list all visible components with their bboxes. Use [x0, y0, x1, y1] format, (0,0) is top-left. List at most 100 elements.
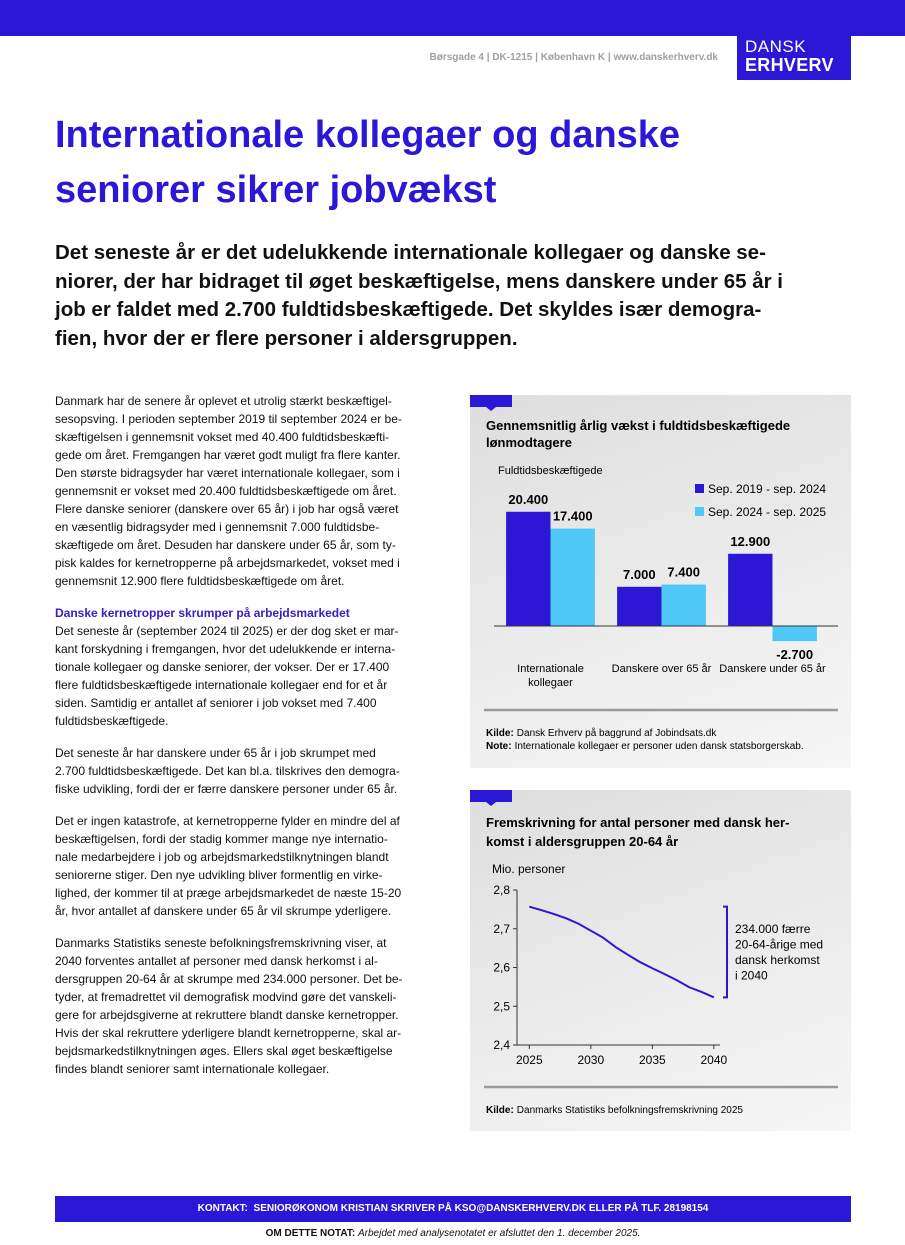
bracket: [723, 905, 728, 999]
annotation: i 2040: [735, 968, 768, 982]
source-text: Internationale kollegaer er personer ude…: [515, 741, 804, 752]
text-line: gede om året. Fremgangen har været godt …: [55, 448, 401, 462]
category-label: Internationale kollegaer: [517, 663, 584, 689]
line-series: [529, 905, 715, 999]
text-line: fuldtidsbeskæftigede.: [55, 714, 169, 728]
x-tick-label: 2035: [639, 1053, 666, 1067]
chart-panel: Fremskrivning for antal personer med dan…: [470, 790, 851, 1131]
source-note: Kilde: Dansk Erhverv på baggrund af Jobin…: [486, 727, 717, 739]
chart-title: komst i aldersgruppen 20-64 år: [486, 834, 678, 849]
text-line: Den største bidragsyder har været intern…: [55, 466, 400, 480]
text-line: tyder, at fremadrettet vil demografisk m…: [55, 990, 397, 1004]
bar: [772, 626, 817, 642]
category-label: Danskere over 65 år: [612, 663, 712, 675]
contact-bar: KONTAKT: SENIORØKONOM KRISTIAN SKRIVER P…: [55, 1196, 851, 1222]
value-label: 12.900: [730, 534, 770, 549]
text-line: seniorerne stiger. Den nye udvikling bli…: [55, 868, 383, 882]
chart: Gennemsnitlig årlig vækst i fuldtidsbesk…: [484, 418, 838, 752]
text-line: 2040 forventes antallet af personer med …: [55, 954, 378, 968]
x-tick-label: 2040: [700, 1053, 727, 1067]
text-line: kant forskydning i fremgangen, hvor det …: [55, 642, 396, 656]
text-line: sesopsving. I perioden september 2019 ti…: [55, 412, 402, 426]
logo: DANSK ERHVERV: [737, 36, 851, 80]
bar: [506, 511, 551, 626]
text-line: findes blandt seniorer samt internationa…: [55, 1062, 330, 1076]
logo-text: ERHVERV: [745, 55, 834, 75]
x-tick-label: 2030: [577, 1053, 604, 1067]
legend-swatch: [695, 484, 704, 493]
text-line: Danmarks Statistiks seneste befolkningsf…: [55, 936, 387, 950]
bar: [661, 584, 706, 626]
text-line: flere fuldtidsbeskæftigede international…: [55, 678, 388, 692]
chart-title: Gennemsnitlig årlig vækst i fuldtidsbesk…: [486, 418, 790, 433]
text-line: gennemsnit 12.900 flere fuldtidsbeskæfti…: [55, 574, 345, 588]
value-label: -2.700: [776, 647, 813, 662]
paragraph: Det seneste år har danskere under 65 år …: [55, 744, 465, 798]
text-line: bejdsmarkedstilknytningen øges. Ellers s…: [55, 1044, 393, 1058]
text-line: fiske udvikling, fordi der er færre dans…: [55, 782, 398, 796]
paragraph: Det er ingen katastrofe, at kernetropper…: [55, 812, 465, 920]
chart: Fremskrivning for antal personer med dan…: [484, 815, 838, 1116]
chart-title: Fremskrivning for antal personer med dan…: [486, 815, 789, 830]
x-tick-label: 2025: [516, 1053, 543, 1067]
text-line: gennemsnit er vokset med 20.400 fuldtids…: [55, 484, 397, 498]
bar: [550, 528, 595, 626]
top-bar: [0, 0, 905, 36]
paragraph: Danske kernetropper skrumper på arbejdsm…: [55, 604, 465, 730]
lead-line: niorer, der har bidraget til øget beskæf…: [55, 269, 783, 293]
lead-line: job er faldet med 2.700 fuldtidsbeskæfti…: [55, 298, 762, 321]
value-label: 7.400: [667, 565, 700, 580]
annotation: 20-64-årige med: [735, 937, 823, 951]
address: Børsgade 4 | DK-1215 | København K | www…: [429, 52, 718, 63]
source-label: Kilde:: [486, 1105, 514, 1116]
title: Internationale kollegaer og danske senior…: [55, 108, 680, 218]
text-line: Det seneste år (september 2024 til 2025)…: [55, 624, 399, 638]
text-line: dersgruppen 20-64 år at skrumpe med 234.…: [55, 972, 403, 986]
about-label: OM DETTE NOTAT:: [265, 1228, 356, 1239]
text-line: pisk kaldes for kernetropperne på arbejd…: [55, 556, 400, 570]
lead: Det seneste år er det udelukkende intern…: [55, 239, 783, 353]
y-tick-label: 2,8: [493, 883, 510, 897]
text-line: 2.700 fuldtidsbeskæftigede. Det kan bl.a…: [55, 764, 400, 778]
chart-title: lønmodtagere: [486, 435, 572, 450]
about-text: Arbejdet med analysenotatet er afsluttet…: [358, 1228, 641, 1239]
annotation: 234.000 færre: [735, 922, 811, 936]
text-line: år, hvor antallet af danskere under 65 å…: [55, 904, 392, 918]
text-line: Det seneste år har danskere under 65 år …: [55, 746, 376, 760]
text-line: skæftigede om året. Desuden har danskere…: [55, 538, 396, 552]
text-line: Danmark har de senere år oplevet et utro…: [55, 394, 392, 408]
bar: [728, 553, 773, 626]
source-text: Dansk Erhverv på baggrund af Jobindsats.…: [517, 727, 718, 739]
lead-line: fien, hvor der er flere personer i alder…: [55, 326, 518, 350]
y-axis-label: Mio. personer: [492, 862, 565, 876]
panel-tab: [470, 395, 512, 411]
source-label: Note:: [486, 741, 512, 752]
title-line: Internationale kollegaer og danske: [55, 114, 681, 156]
panel-tab: [470, 790, 512, 806]
lead-line: Det seneste år er det udelukkende intern…: [55, 241, 766, 264]
value-label: 20.400: [508, 492, 548, 507]
paragraph: Danmark har de senere år oplevet et utro…: [55, 392, 465, 590]
subheading: Danske kernetropper skrumper på arbejdsm…: [55, 606, 350, 620]
paragraph: Danmarks Statistiks seneste befolkningsf…: [55, 934, 465, 1078]
text-line: en væsentlig bidragsyder med i gennemsni…: [55, 520, 380, 534]
y-tick-label: 2,6: [493, 961, 510, 975]
text-line: Flere danske seniorer (danskere over 65 …: [55, 502, 399, 516]
legend-label: Sep. 2024 - sep. 2025: [708, 505, 826, 519]
source-note: Kilde: Danmarks Statistiks befolkningsfre…: [486, 1105, 743, 1116]
text-line: gere for arbejdsgiverne at rekruttere bl…: [55, 1008, 399, 1022]
text-line: lighed, der kommer til at præge arbejdsm…: [55, 886, 402, 900]
legend-swatch: [695, 507, 704, 516]
text-line: nale medarbejdere i job og arbejdsmarked…: [55, 850, 389, 864]
source-label: Kilde:: [486, 728, 514, 739]
value-label: 17.400: [553, 509, 593, 524]
text-line: Det er ingen katastrofe, at kernetropper…: [55, 814, 400, 828]
legend-label: Sep. 2019 - sep. 2024: [708, 482, 826, 496]
y-tick-label: 2,5: [493, 999, 510, 1013]
body-text: Danmark har de senere år oplevet et utro…: [55, 392, 465, 1078]
text-line: skæftigelsen i gennemsnit vokset med 40.…: [55, 430, 390, 444]
y-tick-label: 2,4: [493, 1038, 510, 1052]
source-text: Danmarks Statistiks befolkningsfremskriv…: [517, 1105, 744, 1116]
category-label: Danskere under 65 år: [719, 663, 826, 675]
